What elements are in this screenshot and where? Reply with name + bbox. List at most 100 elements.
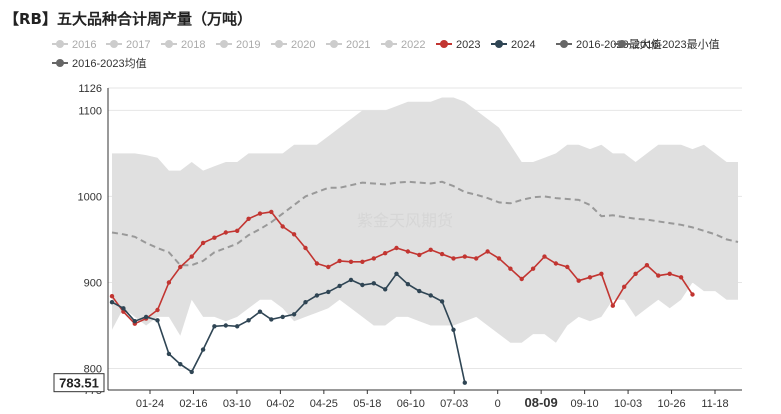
data-point-2024 xyxy=(383,287,388,292)
legend-marker xyxy=(440,40,448,48)
data-point-2024 xyxy=(178,362,183,367)
y-tick-label: 1100 xyxy=(78,105,102,117)
x-tick-label: 0 xyxy=(495,398,501,410)
band-area xyxy=(112,97,738,343)
legend-marker xyxy=(385,40,393,48)
data-point-2023 xyxy=(360,259,365,264)
legend-item-2022[interactable]: 2022 xyxy=(381,39,425,51)
data-point-2024 xyxy=(405,282,411,287)
chart-title: 【RB】五大品种合计周产量（万吨） xyxy=(4,10,252,28)
data-point-2023 xyxy=(439,251,445,257)
data-point-2023 xyxy=(235,228,240,233)
data-point-2023 xyxy=(542,254,547,259)
data-point-2024 xyxy=(451,327,456,332)
data-point-2024 xyxy=(439,299,445,304)
legend-label: 2018 xyxy=(181,39,205,51)
data-point-2023 xyxy=(610,303,615,308)
data-point-2024 xyxy=(235,324,240,329)
data-point-2023 xyxy=(485,249,490,254)
x-tick-label: 09-10 xyxy=(571,398,599,410)
x-tick-label: 06-10 xyxy=(397,398,425,410)
legend-item-2019[interactable]: 2019 xyxy=(216,39,260,51)
data-point-2023 xyxy=(667,271,672,276)
axes: 112677580090010001100783.5101-2402-1603-… xyxy=(53,83,742,410)
legend-marker xyxy=(56,40,64,48)
data-point-2024 xyxy=(189,369,194,375)
x-tick-label: 03-10 xyxy=(223,398,251,410)
legend-item-2024[interactable]: 2024 xyxy=(491,39,535,51)
watermark: 紫金天风期货 xyxy=(357,211,453,230)
y-tick-label: 800 xyxy=(84,363,102,375)
series-2023 xyxy=(109,209,695,326)
data-point-2023 xyxy=(383,251,388,256)
legend-item-2021[interactable]: 2021 xyxy=(326,39,370,51)
data-point-2023 xyxy=(599,271,604,276)
data-point-2024 xyxy=(428,293,433,298)
x-tick-label: 10-26 xyxy=(657,398,685,410)
cursor-value-label: 783.51 xyxy=(53,373,105,393)
data-point-2024 xyxy=(360,282,365,288)
data-point-2024 xyxy=(109,300,115,305)
data-point-2023 xyxy=(587,275,593,280)
data-point-2024 xyxy=(303,300,308,305)
data-point-2023 xyxy=(656,273,661,278)
data-point-2024 xyxy=(212,324,217,329)
data-point-2023 xyxy=(155,307,160,313)
data-point-2023 xyxy=(508,266,513,271)
y-tick-label: 1126 xyxy=(78,83,102,95)
data-point-2023 xyxy=(280,224,285,229)
legend-marker xyxy=(220,40,228,48)
x-tick-label: 11-18 xyxy=(701,398,728,410)
legend-marker xyxy=(618,40,626,48)
data-point-2023 xyxy=(519,276,524,282)
data-point-2024 xyxy=(143,314,149,320)
data-point-2023 xyxy=(246,216,251,221)
legend-item-2016-2023最小值[interactable]: 2016-2023最小值 xyxy=(614,38,720,51)
data-point-2023 xyxy=(269,209,274,215)
x-tick-label: 08-09 xyxy=(525,395,558,410)
data-point-2024 xyxy=(326,289,331,295)
data-point-2023 xyxy=(644,263,650,268)
legend-item-2020[interactable]: 2020 xyxy=(271,39,315,51)
data-point-2024 xyxy=(291,312,297,317)
data-point-2023 xyxy=(212,235,217,240)
data-point-2024 xyxy=(200,347,206,352)
legend-label: 2023 xyxy=(456,39,480,51)
data-point-2023 xyxy=(314,261,320,266)
legend-label: 2017 xyxy=(126,39,150,51)
legend-label: 2024 xyxy=(511,39,535,51)
data-point-2023 xyxy=(417,252,422,258)
data-point-2023 xyxy=(690,292,695,297)
data-point-2024 xyxy=(269,317,274,322)
data-point-2023 xyxy=(576,278,581,283)
legend-label: 2022 xyxy=(401,39,425,51)
legend-marker xyxy=(495,40,503,48)
data-point-2023 xyxy=(622,284,627,289)
data-point-2023 xyxy=(303,245,308,251)
cursor-value-text: 783.51 xyxy=(59,376,99,391)
x-tick-label: 05-18 xyxy=(353,398,381,410)
legend-item-2023[interactable]: 2023 xyxy=(436,39,480,51)
data-point-2024 xyxy=(132,319,137,324)
data-point-2024 xyxy=(348,277,354,283)
legend-label: 2020 xyxy=(291,39,315,51)
data-point-2023 xyxy=(178,264,183,270)
data-point-2023 xyxy=(371,256,376,261)
legend-item-2018[interactable]: 2018 xyxy=(161,39,205,51)
data-point-2024 xyxy=(371,281,376,286)
legend-marker xyxy=(110,40,118,48)
data-point-2023 xyxy=(530,266,536,271)
data-point-2023 xyxy=(474,256,479,261)
legend-marker xyxy=(165,40,173,48)
data-point-2024 xyxy=(121,306,126,311)
legend-label: 2019 xyxy=(236,39,260,51)
data-point-2023 xyxy=(633,271,638,276)
data-point-2024 xyxy=(314,293,320,298)
legend-item-2017[interactable]: 2017 xyxy=(106,39,150,51)
data-point-2023 xyxy=(348,259,354,264)
data-point-2024 xyxy=(223,323,228,328)
data-point-2023 xyxy=(189,254,194,259)
legend-item-2016[interactable]: 2016 xyxy=(52,39,96,51)
x-tick-label: 07-03 xyxy=(440,398,468,410)
legend-item-2016-2023均值[interactable]: 2016-2023均值 xyxy=(52,57,147,70)
